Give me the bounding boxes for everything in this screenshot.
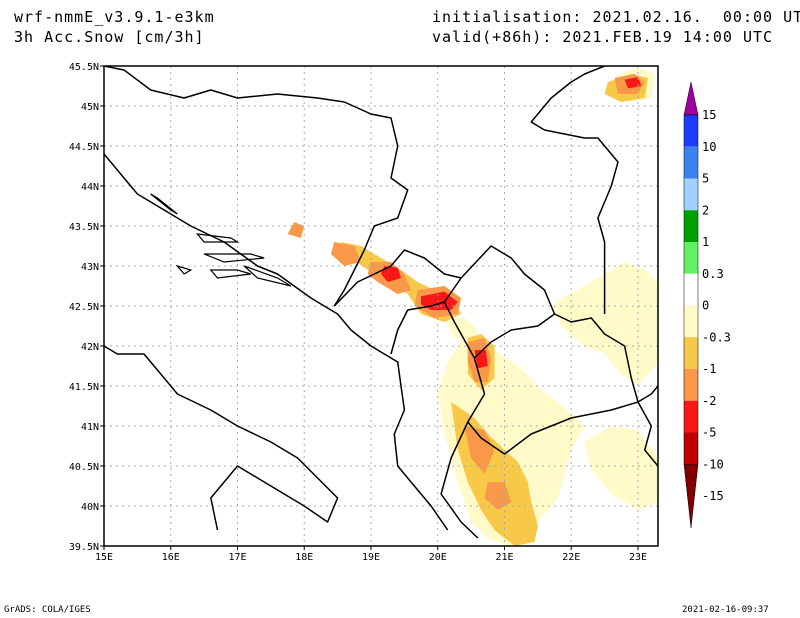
lat-tick-label: 44N: [81, 182, 99, 193]
lon-tick-label: 21E: [495, 552, 513, 563]
snow-area-orange: [484, 482, 512, 510]
footer-credit: GrADS: COLA/IGES: [4, 605, 91, 615]
valid-value: 2021.FEB.19 14:00 UTC: [562, 28, 774, 46]
colorbar-label: -15: [702, 489, 724, 503]
colorbar-segment: [684, 337, 698, 369]
grid-layer: [104, 66, 658, 546]
colorbar-label: -1: [702, 362, 716, 376]
footer-timestamp: 2021-02-16-09:37: [682, 605, 769, 615]
lat-tick-label: 40N: [81, 502, 99, 513]
model-title: wrf-nmmE_v3.9.1-e3km: [14, 8, 215, 26]
boundary-line: [460, 245, 556, 359]
init-label: initialisation: 2021.02.16. 00:00 UTC: [432, 8, 800, 26]
colorbar-label: 0: [702, 299, 709, 313]
lon-tick-label: 20E: [429, 552, 447, 563]
lon-tick-labels: 15E 16E 17E 18E 19E 20E 21E 22E 23E: [95, 546, 647, 563]
colorbar-label: -2: [702, 394, 716, 408]
colorbar-label: 10: [702, 140, 716, 154]
lon-tick-label: 19E: [362, 552, 380, 563]
lat-tick-label: 43N: [81, 262, 99, 273]
colorbar-segment: [684, 400, 698, 433]
boundary-line: [333, 249, 462, 355]
lon-tick-label: 17E: [228, 552, 246, 563]
lat-tick-label: 44.5N: [69, 142, 99, 153]
snow-area-light: [584, 426, 658, 510]
island-outline: [175, 264, 193, 275]
lat-tick-label: 39.5N: [69, 542, 99, 553]
colorbar-segment: [684, 115, 698, 147]
colorbar-segment: [684, 305, 698, 338]
lat-tick-labels: 45.5N 45N 44.5N 44N 43.5N 43N 42.5N 42N 41.5N 41N…: [69, 62, 104, 553]
island-outline: [203, 253, 265, 263]
lon-tick-label: 15E: [95, 552, 113, 563]
boundary-line: [104, 153, 449, 531]
lat-tick-label: 42N: [81, 342, 99, 353]
colorbar-segment: [684, 146, 698, 179]
init-value: 2021.02.16. 00:00 UTC: [592, 8, 800, 26]
colorbar-label: 15: [702, 108, 716, 122]
colorbar-segment: [684, 369, 698, 401]
colorbar-segment: [684, 178, 698, 211]
lat-tick-label: 45N: [81, 102, 99, 113]
boundary-line: [554, 313, 658, 403]
colorbar-segment: [684, 432, 698, 465]
colorbar-segment: [684, 273, 698, 306]
colorbar-top-arrow: [683, 81, 699, 116]
lon-tick-label: 18E: [295, 552, 313, 563]
colorbar: 15 10 5 2 1 0.3 0 -0.3 -1 -2 -5 -10 -15: [683, 81, 731, 529]
boundary-line: [637, 401, 658, 467]
boundary-line: [440, 421, 479, 539]
snow-area-orange: [464, 426, 495, 474]
snow-area-light: [444, 318, 478, 342]
island-outline: [243, 265, 292, 287]
lat-tick-label: 40.5N: [69, 462, 99, 473]
island-outline: [209, 269, 251, 279]
colorbar-label: -0.3: [702, 330, 731, 344]
lon-tick-label: 16E: [162, 552, 180, 563]
border-layer: [104, 66, 658, 539]
colorbar-label: 2: [702, 203, 709, 217]
boundary-line: [443, 301, 639, 455]
lat-tick-label: 41.5N: [69, 382, 99, 393]
colorbar-label: -10: [702, 457, 724, 471]
lon-tick-label: 23E: [629, 552, 647, 563]
colorbar-label: 1: [702, 235, 709, 249]
lat-tick-label: 43.5N: [69, 222, 99, 233]
colorbar-label: 0.3: [702, 267, 724, 281]
field-title: 3h Acc.Snow [cm/3h]: [14, 28, 205, 46]
snow-area-light: [554, 262, 658, 386]
snow-area-red: [624, 77, 642, 89]
snow-area-red: [381, 266, 401, 282]
colorbar-label: -5: [702, 426, 716, 440]
valid-label-text: valid(+86h):: [432, 28, 553, 46]
boundary-line: [104, 66, 409, 307]
island-outline: [195, 233, 240, 243]
lat-tick-label: 41N: [81, 422, 99, 433]
snow-area-orange: [287, 222, 305, 238]
valid-label: valid(+86h): 2021.FEB.19 14:00 UTC: [432, 28, 773, 46]
colorbar-label: 5: [702, 172, 709, 186]
boundary-line: [104, 345, 339, 531]
colorbar-outline: [683, 114, 699, 465]
lon-tick-label: 22E: [562, 552, 580, 563]
snow-layer: [287, 67, 658, 546]
snow-area-orange: [330, 242, 361, 266]
colorbar-bottom-arrow: [683, 464, 699, 529]
colorbar-segment: [684, 210, 698, 242]
boundary-line: [530, 66, 619, 314]
init-label-text: initialisation:: [432, 8, 583, 26]
island-outline: [150, 193, 178, 215]
lat-tick-label: 45.5N: [69, 62, 99, 73]
colorbar-segment: [684, 242, 698, 274]
lat-tick-label: 42.5N: [69, 302, 99, 313]
